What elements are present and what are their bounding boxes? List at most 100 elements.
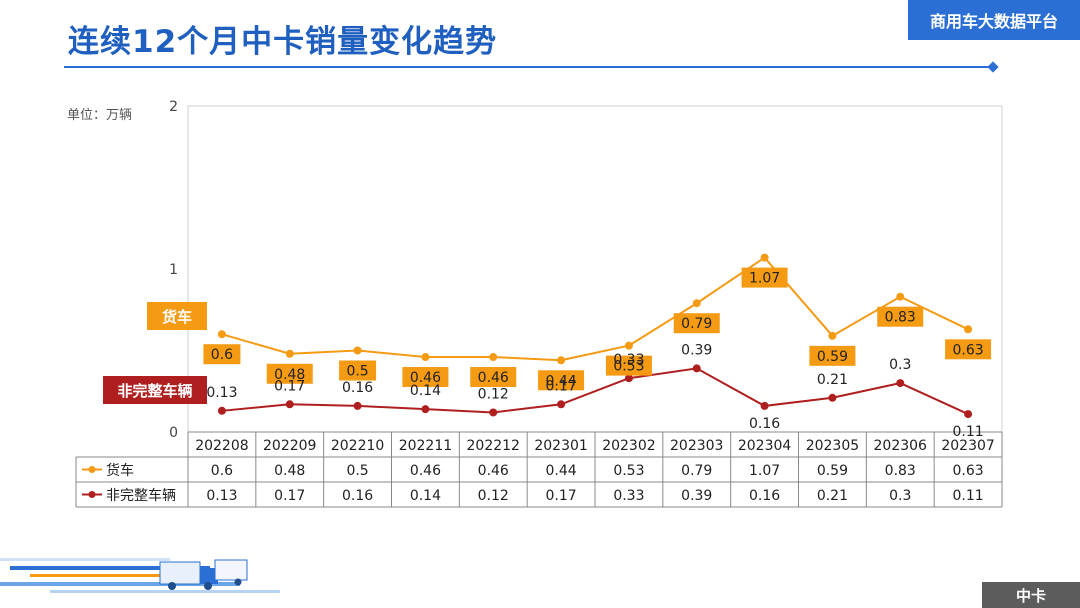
y-tick-label: 0 [169,425,178,441]
data-point [828,393,837,402]
data-point [489,408,498,417]
x-tick-label: 202306 [874,438,928,454]
table-series-name: 货车 [106,462,134,479]
table-cell: 0.5 [346,463,368,479]
data-point [896,292,905,301]
x-tick-label: 202211 [399,438,452,454]
table-cell: 0.59 [817,463,848,479]
data-label: 0.3 [889,357,911,373]
table-cell: 0.33 [613,488,644,504]
table-legend-marker [88,491,96,498]
table-cell: 0.39 [681,488,712,504]
x-tick-label: 202209 [263,438,316,454]
data-label: 0.13 [206,385,237,401]
table-series-name: 非完整车辆 [106,487,176,504]
data-label-bg [673,313,720,334]
data-point [624,374,633,383]
series-label-truck: 货车 [147,302,207,330]
data-point [896,379,905,388]
x-tick-label: 202301 [534,438,587,454]
data-point [217,330,226,339]
data-point [353,401,362,410]
data-label: 0.59 [817,349,848,365]
table-cell: 0.21 [817,488,848,504]
data-label: 0.53 [613,359,644,375]
table-cell: 1.07 [749,463,780,479]
data-label: 0.5 [346,364,368,380]
data-label: 0.33 [613,352,644,368]
data-point [692,299,701,308]
x-tick-label: 202212 [467,438,520,454]
data-point [285,349,294,358]
data-label: 0.46 [478,370,509,386]
section-tag: 中卡 [982,582,1080,608]
truck-decoration-icon [0,558,280,593]
table-cell: 0.13 [206,488,237,504]
data-point [557,356,566,365]
table-cell: 0.53 [613,463,644,479]
data-point [760,253,769,262]
data-point [421,405,430,414]
data-point [557,400,566,409]
data-label: 0.39 [681,342,712,358]
table-cell: 0.12 [478,488,509,504]
data-label: 0.21 [817,372,848,388]
data-label: 0.63 [952,342,983,358]
data-label: 1.07 [749,271,780,287]
data-label: 0.48 [274,367,305,383]
data-label-bg [203,344,241,365]
table-cell: 0.11 [952,488,983,504]
data-label: 0.17 [545,378,576,394]
unit-label: 单位：万辆 [67,108,133,123]
data-point [692,364,701,373]
x-tick-label: 202307 [941,438,994,454]
data-label-bg [339,360,377,381]
table-cell: 0.79 [681,463,712,479]
data-label-bg [470,367,517,388]
table-legend-marker [88,466,96,473]
x-tick-label: 202304 [738,438,792,454]
data-label: 0.12 [478,386,509,402]
table-cell: 0.83 [885,463,916,479]
data-label: 0.17 [274,378,305,394]
x-tick-label: 202302 [602,438,655,454]
table-cell: 0.48 [274,463,305,479]
data-label: 0.83 [885,310,916,326]
data-label-bg [877,306,924,327]
brand-badge: 商用车大数据平台 [908,0,1080,40]
data-label-bg [809,345,856,366]
table-cell: 0.3 [889,488,911,504]
x-tick-label: 202210 [331,438,384,454]
data-label: 0.46 [410,370,441,386]
x-tick-label: 202305 [806,438,859,454]
data-point [489,353,498,362]
y-tick-label: 2 [169,99,178,115]
page-title: 连续12个月中卡销量变化趋势 [68,24,498,60]
data-label-bg [741,267,788,288]
data-label: 0.16 [749,416,780,432]
data-label: 0.44 [545,373,576,389]
data-label: 0.16 [342,380,373,396]
x-tick-label: 202208 [195,438,248,454]
data-point [760,401,769,410]
table-cell: 0.44 [545,463,576,479]
data-point [421,353,430,362]
data-label-bg [945,339,992,360]
table-cell: 0.16 [749,488,780,504]
data-point [624,341,633,350]
data-point [353,346,362,355]
title-divider [64,66,994,68]
x-tick-label: 202303 [670,438,723,454]
series-line [221,256,969,362]
series-line [221,367,969,415]
data-label: 0.11 [952,424,983,440]
data-label: 0.14 [410,383,441,399]
data-point [217,406,226,415]
table-cell: 0.17 [274,488,305,504]
data-point [964,325,973,334]
data-label-bg [605,355,652,376]
data-label-bg [266,363,313,384]
table-cell: 0.46 [410,463,441,479]
data-label: 0.6 [211,347,233,363]
series-label-incomplete: 非完整车辆 [103,376,207,404]
